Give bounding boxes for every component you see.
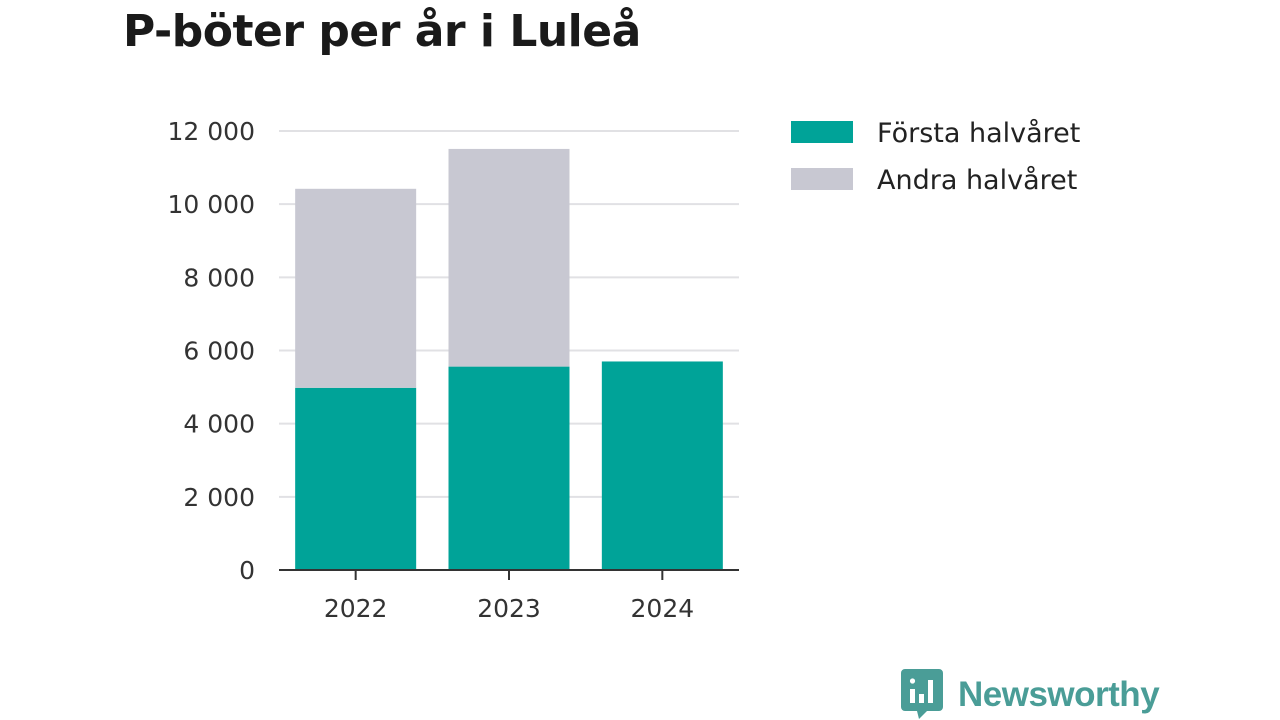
brand-name: Newsworthy	[958, 674, 1160, 714]
x-tick-label-2022: 2022	[324, 594, 388, 623]
bars	[295, 148, 723, 570]
y-tick-label-8000: 8 000	[183, 263, 255, 292]
legend-swatch-1	[791, 168, 853, 190]
speech-bubble-bar-chart-icon	[901, 669, 943, 719]
x-tick-label-2024: 2024	[631, 594, 695, 623]
y-tick-label-2000: 2 000	[183, 483, 255, 512]
y-tick-label-4000: 4 000	[183, 410, 255, 439]
legend-label-1: Andra halvåret	[877, 165, 1077, 196]
axes: 0 2 000 4 000 6 000 8 000 10 000 12 000 2022 202…	[168, 117, 739, 623]
y-tick-label-6000: 6 000	[183, 337, 255, 366]
legend: Första halvåret Andra halvåret	[791, 118, 1080, 196]
bar-2022-series-0	[295, 387, 417, 570]
y-tick-label-0: 0	[239, 556, 255, 585]
bar-2024-series-0	[601, 361, 723, 570]
newsworthy-logo: Newsworthy	[901, 669, 1160, 719]
x-tick-label-2023: 2023	[477, 594, 541, 623]
bar-2023-series-0	[448, 366, 570, 570]
legend-swatch-0	[791, 121, 853, 143]
bar-2023-series-1	[448, 148, 570, 367]
bar-2022-series-1	[295, 188, 417, 388]
y-tick-label-12000: 12 000	[168, 117, 255, 146]
chart-title: P-böter per år i Luleå	[123, 6, 641, 57]
legend-label-0: Första halvåret	[877, 118, 1080, 149]
y-tick-label-10000: 10 000	[168, 190, 255, 219]
